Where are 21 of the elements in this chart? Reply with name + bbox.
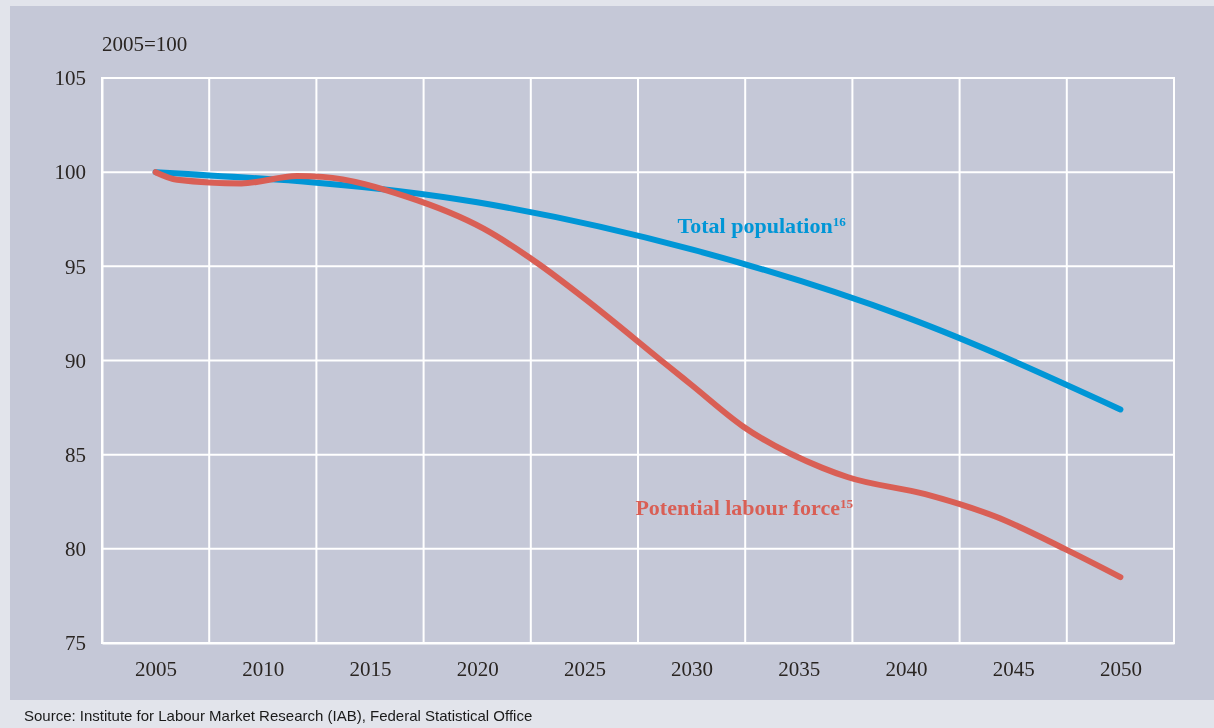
x-tick-label: 2020 — [456, 656, 499, 681]
y-axis-title: 2005=100 — [102, 32, 188, 56]
x-tick-label: 2045 — [992, 656, 1035, 681]
x-tick-label: 2010 — [242, 656, 285, 681]
series-label: Potential labour force$^{15}$ — [635, 495, 854, 521]
x-tick-label: 2025 — [563, 656, 606, 681]
y-tick-label: 95 — [65, 254, 86, 279]
y-tick-label: 80 — [65, 537, 86, 562]
x-tick-label: 2015 — [349, 656, 392, 681]
y-tick-label: 90 — [65, 348, 86, 373]
source-note: Source: Institute for Labour Market Research (IAB), Federal Statistical Office — [24, 707, 533, 724]
y-tick-label: 105 — [54, 66, 86, 91]
series-label: Total population$^{16}$ — [677, 213, 847, 239]
x-tick-label: 2005 — [135, 656, 178, 681]
x-tick-label: 2050 — [1099, 656, 1142, 681]
y-tick-label: 100 — [54, 160, 86, 185]
x-tick-label: 2040 — [885, 656, 928, 681]
y-tick-label: 75 — [65, 631, 86, 656]
x-tick-label: 2030 — [671, 656, 714, 681]
y-tick-label: 85 — [65, 442, 86, 467]
x-tick-label: 2035 — [778, 656, 821, 681]
